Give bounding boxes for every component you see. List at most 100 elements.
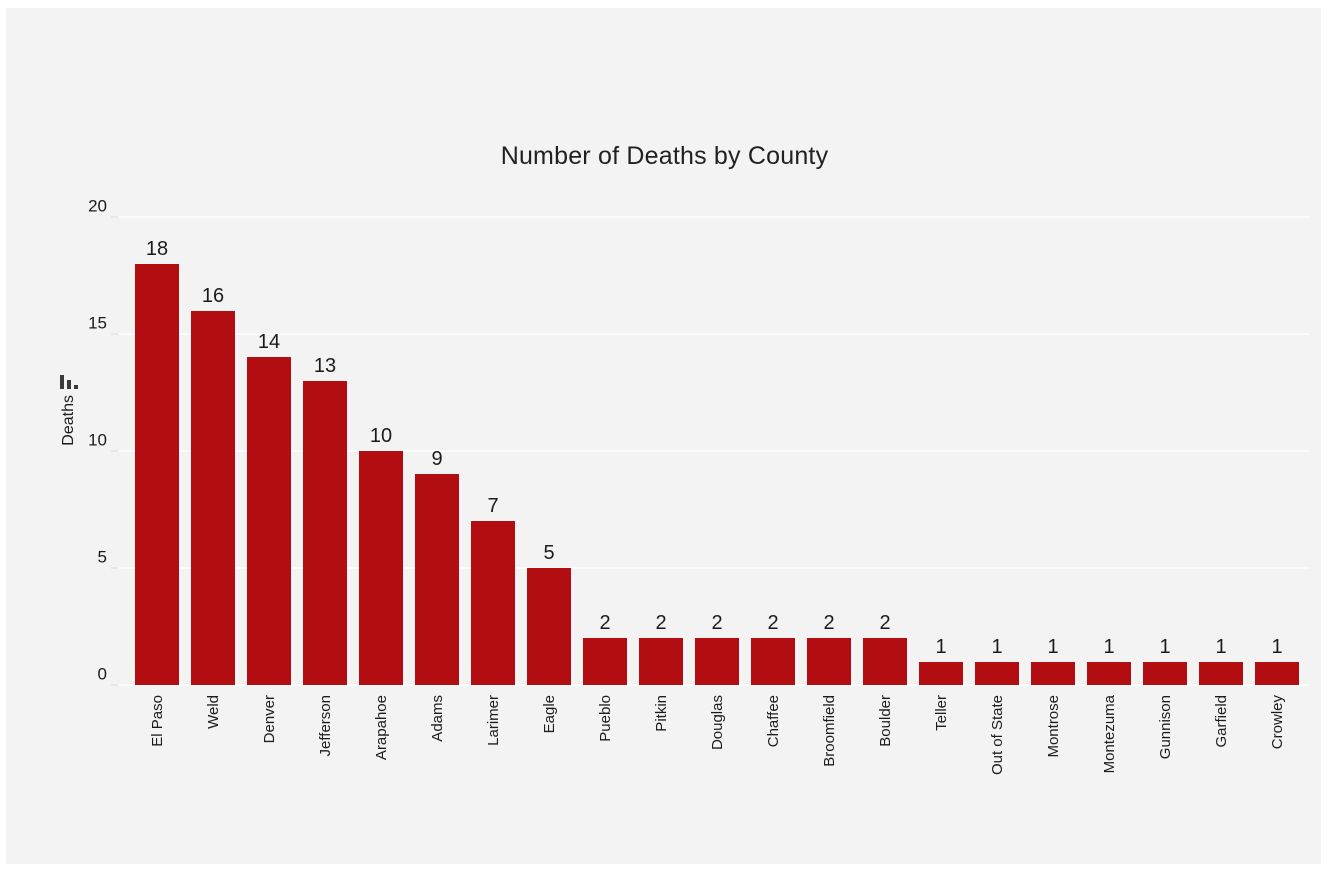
bar-value-label: 1 bbox=[1047, 635, 1059, 658]
x-axis-category-label: El Paso bbox=[148, 695, 166, 747]
bar[interactable] bbox=[135, 263, 179, 685]
bar[interactable] bbox=[807, 638, 851, 685]
bar-value-label: 10 bbox=[369, 425, 393, 447]
bar-slot: 14 bbox=[241, 332, 297, 685]
x-label-slot: El Paso bbox=[129, 695, 185, 747]
gridline-y-10 bbox=[119, 450, 1310, 452]
bar-value-label: 1 bbox=[991, 635, 1003, 658]
bar[interactable] bbox=[471, 521, 515, 685]
x-axis-category-label: Broomfield bbox=[820, 695, 838, 767]
x-label-slot: Crowley bbox=[1249, 695, 1305, 749]
bar[interactable] bbox=[1087, 661, 1131, 685]
x-axis-label-layer: El Paso Weld Denver Jefferson Arapahoe Adams L… bbox=[129, 695, 1305, 775]
bar[interactable] bbox=[639, 638, 683, 685]
plot-area: 0 5 10 15 20 18 16 14 13 10 9 7 5 2 2 2 2 2 2 1 1 1 1 1 1 1 bbox=[88, 197, 1310, 686]
x-axis-category-label: Gunnison bbox=[1156, 695, 1174, 760]
bar-slot: 18 bbox=[129, 239, 185, 685]
x-label-slot: Chaffee bbox=[745, 695, 801, 747]
bar-value-label: 2 bbox=[711, 612, 723, 635]
x-axis-category-label: Denver bbox=[260, 695, 278, 744]
x-axis-category-label: Montezuma bbox=[1100, 695, 1118, 774]
y-tick-mark-5 bbox=[111, 567, 118, 569]
bar-value-label: 18 bbox=[145, 237, 169, 260]
chart-title: Number of Deaths by County bbox=[500, 142, 829, 170]
x-label-slot: Larimer bbox=[465, 695, 521, 746]
bar-value-label: 9 bbox=[431, 448, 443, 471]
bar[interactable] bbox=[303, 380, 347, 685]
x-axis-category-label: Pitkin bbox=[652, 695, 670, 732]
bar-value-label: 5 bbox=[543, 542, 555, 564]
bar-slot: 13 bbox=[297, 356, 353, 685]
bar[interactable] bbox=[919, 661, 963, 685]
bar[interactable] bbox=[1199, 661, 1243, 685]
bar-slot: 2 bbox=[857, 613, 913, 685]
x-label-slot: Broomfield bbox=[801, 695, 857, 767]
bar[interactable] bbox=[863, 638, 907, 685]
bar[interactable] bbox=[1143, 661, 1187, 685]
x-axis-category-label: Teller bbox=[932, 695, 950, 731]
bar-value-label: 1 bbox=[1215, 635, 1227, 658]
bar[interactable] bbox=[751, 638, 795, 685]
x-label-slot: Teller bbox=[913, 695, 969, 731]
bar-slot: 2 bbox=[745, 613, 801, 685]
bar-value-label: 2 bbox=[655, 612, 667, 635]
bar-value-label: 7 bbox=[487, 495, 499, 518]
x-axis-category-label: Out of State bbox=[988, 695, 1006, 776]
y-tick-label-10: 10 bbox=[88, 430, 107, 450]
bar-slot: 1 bbox=[1193, 637, 1249, 685]
x-label-slot: Montezuma bbox=[1081, 695, 1137, 773]
x-axis-category-label: Weld bbox=[204, 695, 222, 729]
bar-value-label: 14 bbox=[257, 331, 281, 354]
bar-slot: 16 bbox=[185, 286, 241, 685]
bar[interactable] bbox=[359, 451, 403, 685]
x-axis-category-label: Pueblo bbox=[596, 695, 614, 742]
bar[interactable] bbox=[975, 661, 1019, 685]
y-tick-mark-15 bbox=[111, 333, 118, 335]
y-tick-label-0: 0 bbox=[97, 664, 107, 684]
bars-layer: 18 16 14 13 10 9 7 5 2 2 2 2 2 2 1 1 1 1 1 1 1 bbox=[129, 239, 1305, 685]
gridline-y-5 bbox=[119, 567, 1310, 569]
x-label-slot: Boulder bbox=[857, 695, 913, 747]
x-axis-category-label: Crowley bbox=[1268, 695, 1286, 750]
bar-slot: 2 bbox=[801, 613, 857, 685]
x-axis-category-label: Jefferson bbox=[316, 695, 334, 757]
y-tick-mark-10 bbox=[111, 450, 118, 452]
x-label-slot: Pueblo bbox=[577, 695, 633, 742]
bar-slot: 1 bbox=[1249, 637, 1305, 685]
bar-value-label: 13 bbox=[313, 354, 337, 377]
bar[interactable] bbox=[695, 638, 739, 685]
x-label-slot: Adams bbox=[409, 695, 465, 742]
gridline-y-0 bbox=[119, 684, 1310, 686]
x-label-slot: Pitkin bbox=[633, 695, 689, 732]
bar[interactable] bbox=[415, 474, 459, 685]
bar-slot: 2 bbox=[633, 613, 689, 685]
bar[interactable] bbox=[527, 568, 571, 685]
x-axis-category-label: Montrose bbox=[1044, 695, 1062, 758]
x-axis-category-label: Arapahoe bbox=[372, 695, 390, 761]
bar[interactable] bbox=[1031, 661, 1075, 685]
bar-value-label: 16 bbox=[201, 284, 225, 307]
bar-value-label: 2 bbox=[879, 612, 891, 635]
x-axis-category-label: Boulder bbox=[876, 695, 894, 747]
bar-value-label: 1 bbox=[935, 635, 947, 658]
x-label-slot: Weld bbox=[185, 695, 241, 729]
bar-value-label: 1 bbox=[1103, 635, 1115, 658]
bar[interactable] bbox=[247, 357, 291, 685]
bar-slot: 9 bbox=[409, 449, 465, 685]
x-axis-category-label: Douglas bbox=[708, 695, 726, 751]
bar-slot: 1 bbox=[1137, 637, 1193, 685]
bar[interactable] bbox=[191, 310, 235, 685]
x-axis-category-label: Chaffee bbox=[764, 695, 782, 748]
y-tick-mark-20 bbox=[111, 216, 118, 218]
x-label-slot: Arapahoe bbox=[353, 695, 409, 760]
bar-slot: 2 bbox=[689, 613, 745, 685]
x-label-slot: Jefferson bbox=[297, 695, 353, 756]
x-label-slot: Garfield bbox=[1193, 695, 1249, 748]
x-label-slot: Out of State bbox=[969, 695, 1025, 775]
y-tick-label-15: 15 bbox=[88, 313, 107, 333]
x-label-slot: Gunnison bbox=[1137, 695, 1193, 759]
x-axis-category-label: Eagle bbox=[540, 695, 558, 734]
x-label-slot: Douglas bbox=[689, 695, 745, 750]
bar[interactable] bbox=[1255, 661, 1299, 685]
bar[interactable] bbox=[583, 638, 627, 685]
